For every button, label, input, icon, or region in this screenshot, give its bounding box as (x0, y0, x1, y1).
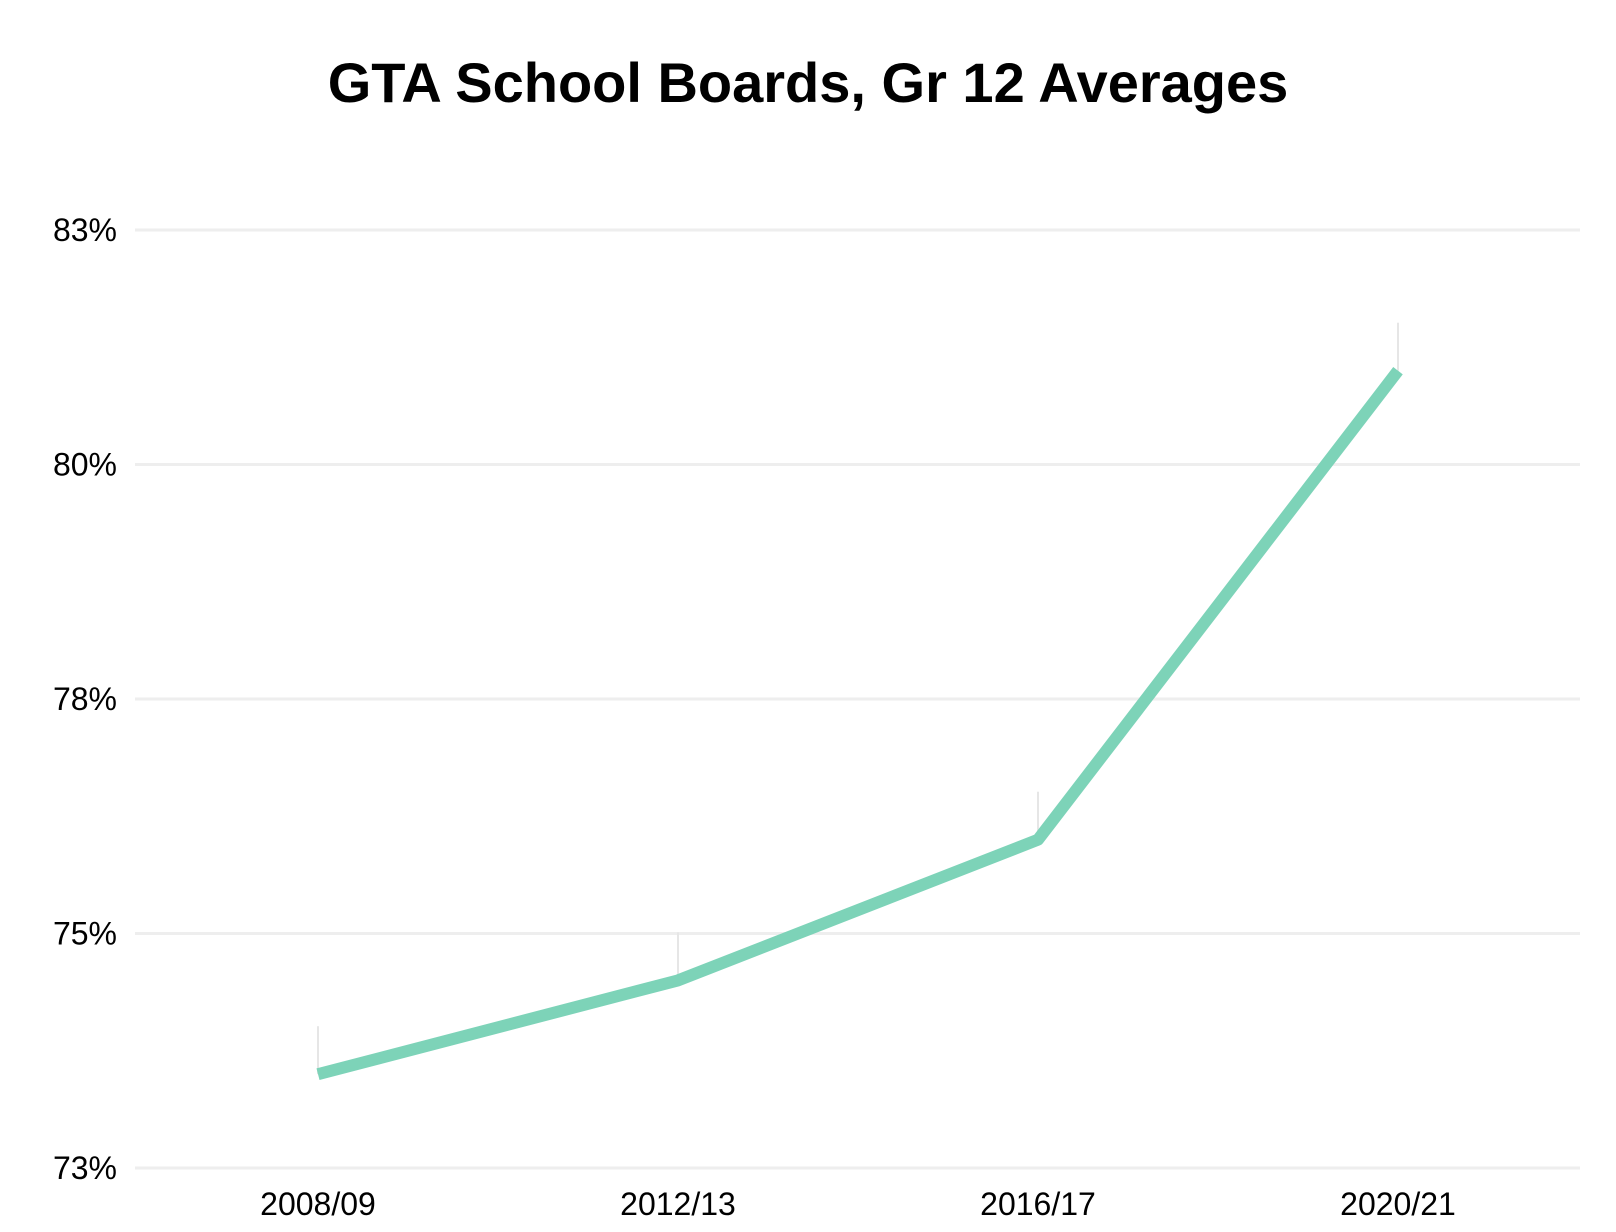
y-tick-label: 78% (53, 681, 117, 717)
x-tick-label: 2016/17 (980, 1186, 1096, 1222)
y-tick-label: 83% (53, 212, 117, 248)
y-axis-tick-labels: 73% 75% 78% 80% 83% (53, 212, 117, 1186)
chart-title: GTA School Boards, Gr 12 Averages (328, 51, 1289, 114)
y-tick-label: 80% (53, 447, 117, 483)
x-tick-label: 2020/21 (1340, 1186, 1456, 1222)
grid-lines (135, 228, 1580, 1170)
y-tick-label: 73% (53, 1150, 117, 1186)
x-axis-tick-labels: 2008/09 2012/13 2016/17 2020/21 (260, 1186, 1456, 1222)
series-group (316, 367, 1403, 1081)
x-tick-label: 2012/13 (620, 1186, 736, 1222)
series-line (316, 367, 1403, 1081)
y-tick-label: 75% (53, 916, 117, 952)
x-tick-label: 2008/09 (260, 1186, 376, 1222)
